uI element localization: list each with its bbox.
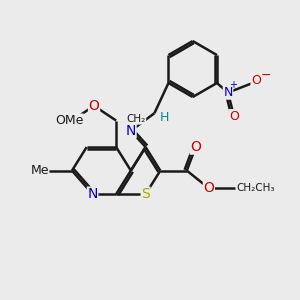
- Text: O: O: [190, 140, 201, 154]
- Text: +: +: [229, 80, 237, 90]
- Text: O: O: [229, 110, 239, 123]
- Text: N: N: [223, 86, 233, 99]
- Text: S: S: [141, 187, 150, 201]
- Text: −: −: [260, 69, 271, 82]
- Text: O: O: [88, 99, 100, 113]
- Text: N: N: [126, 124, 136, 138]
- Text: O: O: [251, 74, 261, 87]
- Text: CH₂: CH₂: [126, 114, 146, 124]
- Text: H: H: [160, 111, 169, 124]
- Text: O: O: [203, 181, 214, 195]
- Text: CH₂CH₃: CH₂CH₃: [237, 183, 275, 193]
- Text: Me: Me: [30, 164, 49, 177]
- Text: N: N: [87, 187, 98, 201]
- Text: OMe: OMe: [55, 114, 83, 127]
